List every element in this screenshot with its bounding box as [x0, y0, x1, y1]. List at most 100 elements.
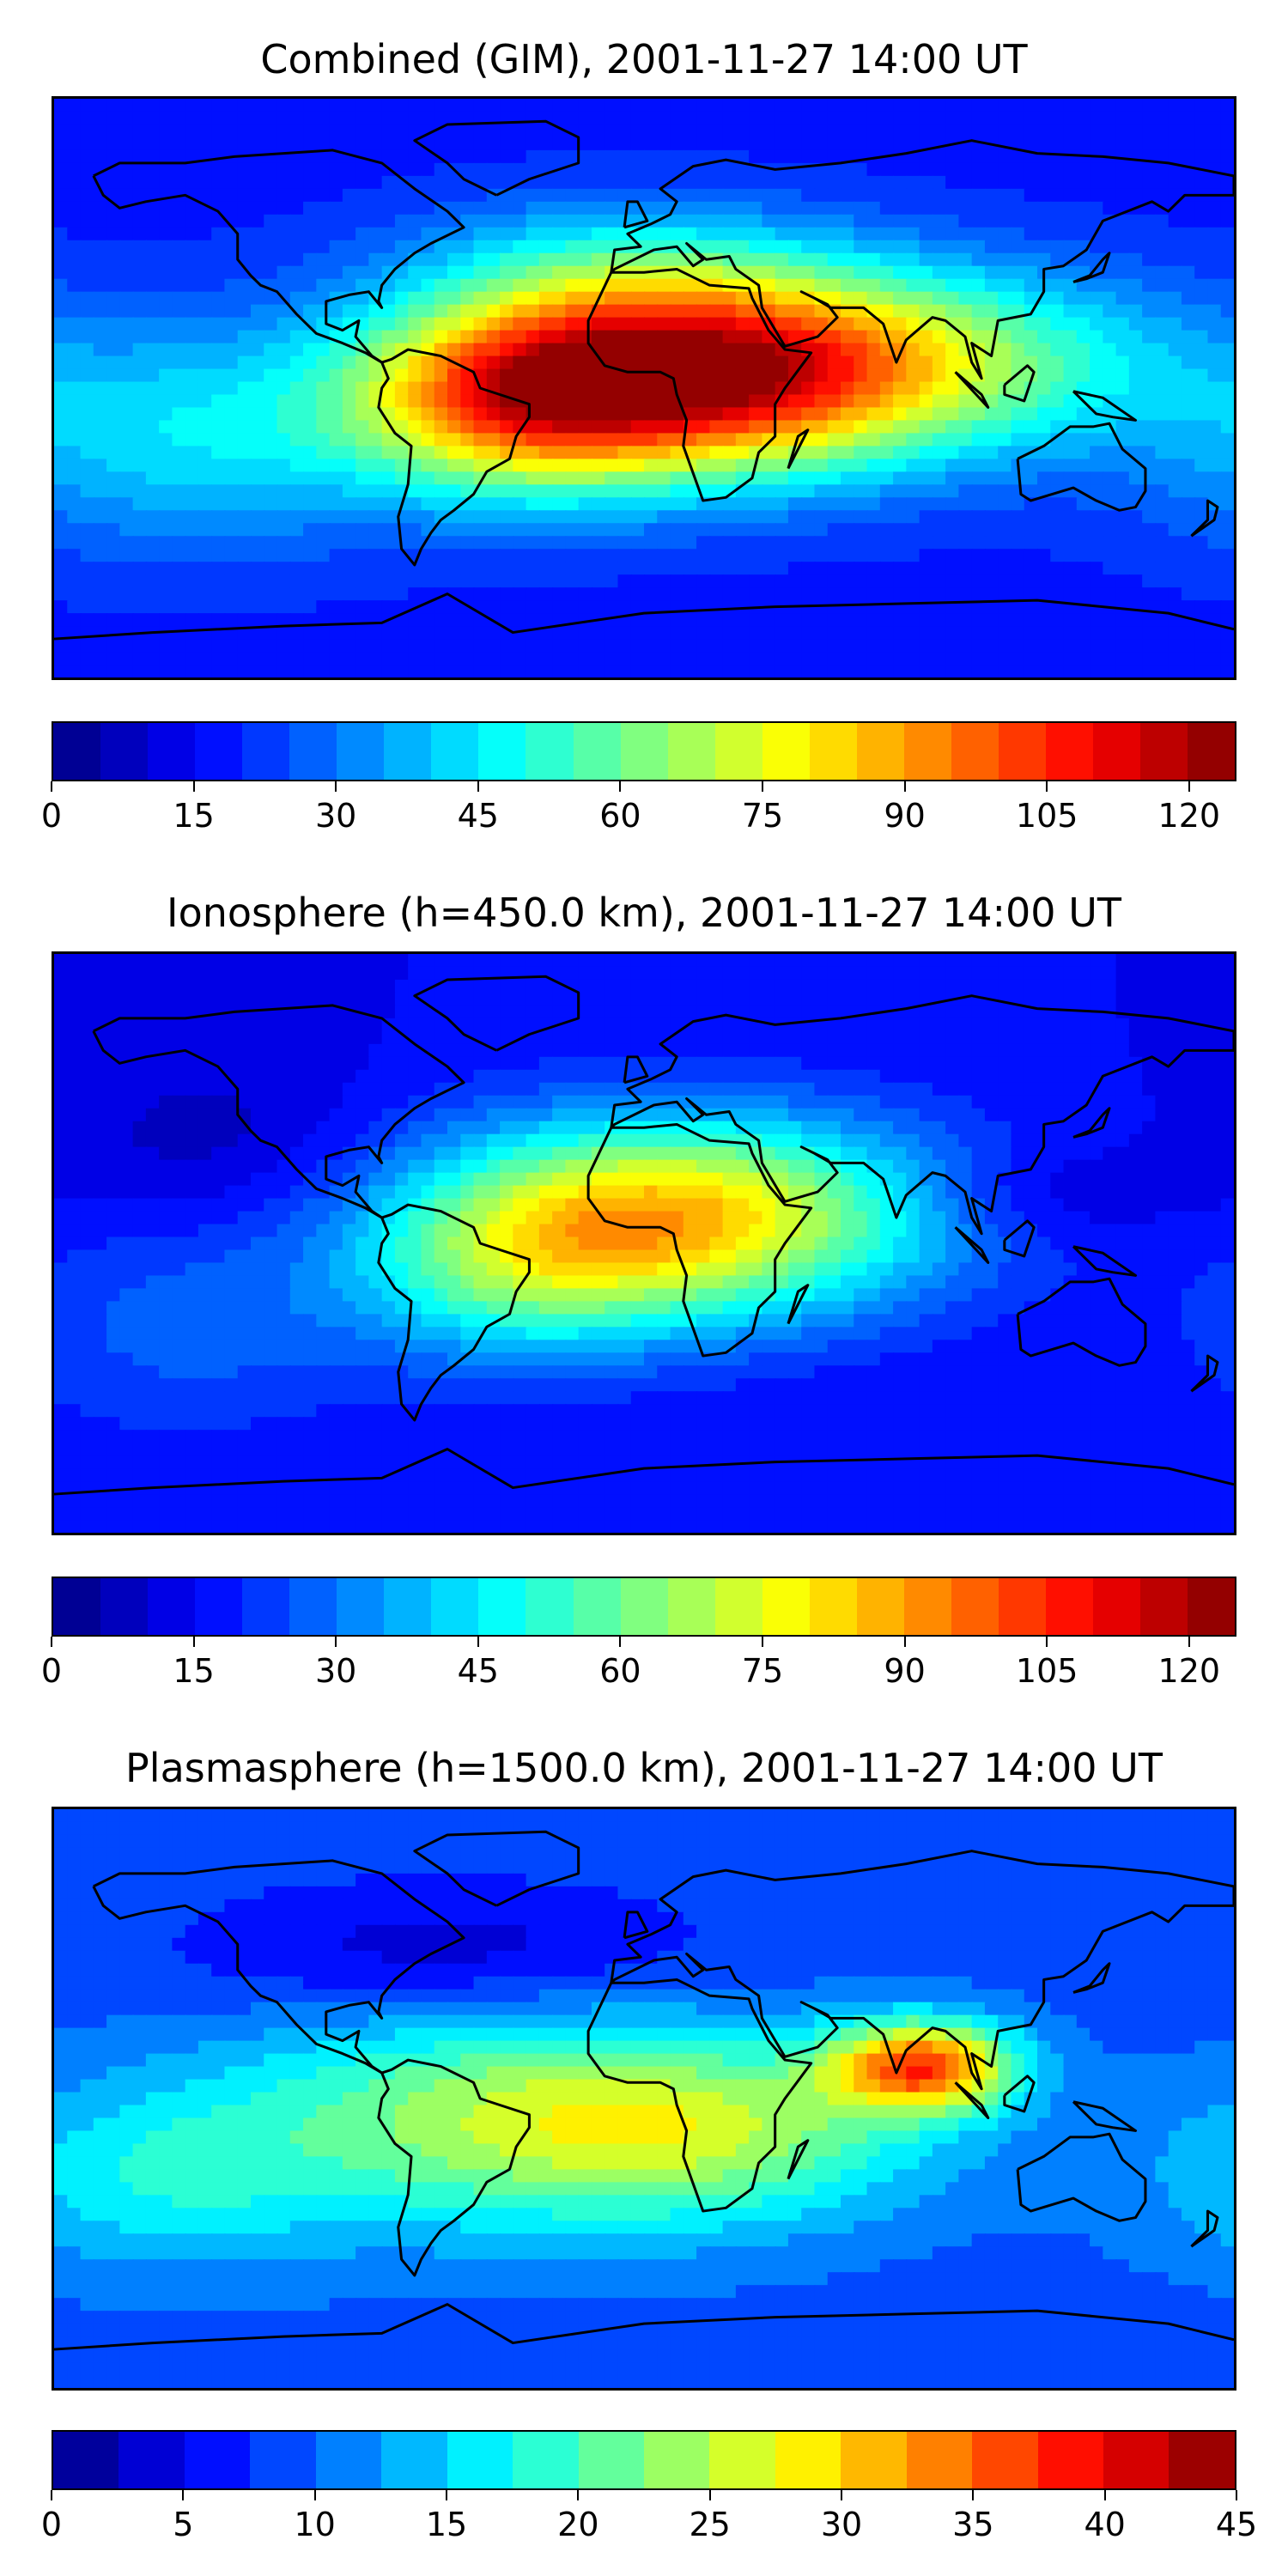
field-cell: [1103, 304, 1117, 319]
field-cell: [500, 562, 514, 576]
field-cell: [486, 420, 501, 434]
field-cell: [421, 549, 435, 563]
field-cell: [421, 278, 435, 293]
field-cell: [1155, 652, 1170, 666]
field-cell: [1181, 639, 1196, 653]
field-cell: [801, 639, 816, 653]
field-cell: [919, 497, 934, 512]
field-cell: [145, 1069, 161, 1084]
field-cell: [264, 433, 278, 447]
field-cell: [696, 162, 711, 177]
field-cell: [224, 1030, 239, 1045]
field-cell: [565, 227, 580, 241]
field-cell: [1155, 265, 1170, 280]
field-cell: [355, 1043, 370, 1058]
field-cell: [106, 394, 121, 409]
field-cell: [145, 639, 161, 653]
field-cell: [617, 626, 632, 641]
field-cell: [775, 278, 790, 293]
field-cell: [1194, 278, 1209, 293]
field-cell: [775, 652, 790, 666]
field-cell: [185, 497, 200, 512]
field-cell: [381, 343, 397, 357]
field-cell: [1076, 626, 1091, 641]
field-cell: [93, 330, 108, 344]
field-cell: [1181, 587, 1196, 602]
field-cell: [906, 1043, 920, 1058]
field-cell: [854, 201, 868, 216]
field-cell: [513, 1043, 527, 1058]
field-cell: [355, 137, 370, 152]
field-cell: [408, 954, 422, 969]
field-cell: [264, 265, 278, 280]
field-cell: [984, 587, 999, 602]
field-cell: [538, 214, 554, 228]
field-cell: [565, 343, 580, 357]
field-cell: [408, 394, 422, 409]
field-cell: [565, 407, 580, 422]
field-cell: [1220, 587, 1234, 602]
field-cell: [237, 227, 252, 241]
field-cell: [854, 562, 868, 576]
field-cell: [447, 111, 462, 126]
field-cell: [787, 652, 803, 666]
field-cell: [513, 954, 527, 969]
field-cell: [355, 227, 370, 241]
field-cell: [866, 1043, 881, 1058]
field-cell: [289, 381, 305, 396]
field-cell: [251, 394, 265, 409]
field-cell: [722, 665, 738, 677]
field-cell: [119, 459, 134, 473]
field-cell: [132, 1005, 148, 1020]
field-cell: [447, 1005, 462, 1020]
field-cell: [106, 523, 121, 538]
field-cell: [421, 510, 435, 525]
field-cell: [486, 343, 501, 357]
field-cell: [342, 562, 357, 576]
field-cell: [1155, 549, 1170, 563]
field-cell: [172, 459, 186, 473]
field-cell: [1142, 227, 1157, 241]
field-cell: [787, 111, 803, 126]
field-cell: [1037, 188, 1052, 203]
field-cell: [775, 355, 790, 370]
field-cell: [1220, 317, 1234, 331]
field-cell: [932, 291, 947, 306]
field-cell: [368, 459, 383, 473]
field-cell: [617, 330, 632, 344]
field-cell: [329, 111, 344, 126]
field-cell: [80, 149, 94, 165]
field-cell: [526, 124, 541, 139]
field-cell: [1050, 992, 1065, 1007]
field-cell: [879, 355, 895, 370]
field-cell: [1024, 471, 1039, 486]
field-cell: [1207, 407, 1222, 422]
field-cell: [1090, 1056, 1104, 1071]
field-cell: [237, 188, 252, 203]
field-cell: [355, 562, 370, 576]
field-cell: [984, 966, 999, 981]
field-cell: [421, 433, 435, 447]
field-cell: [368, 214, 383, 228]
field-cell: [80, 111, 94, 126]
field-cell: [159, 265, 173, 280]
field-cell: [1155, 484, 1170, 499]
field-cell: [984, 471, 999, 486]
field-cell: [80, 265, 94, 280]
field-cell: [709, 175, 724, 190]
field-cell: [264, 304, 278, 319]
field-cell: [342, 459, 357, 473]
field-cell: [447, 214, 462, 228]
field-cell: [185, 549, 200, 563]
field-cell: [1050, 111, 1065, 126]
field-cell: [879, 966, 895, 981]
field-cell: [421, 587, 435, 602]
field-cell: [394, 966, 410, 981]
field-cell: [644, 665, 659, 677]
field-cell: [289, 214, 305, 228]
field-cell: [971, 992, 987, 1007]
field-cell: [578, 381, 593, 396]
field-cell: [237, 137, 252, 152]
field-cell: [132, 471, 148, 486]
field-cell: [696, 420, 711, 434]
